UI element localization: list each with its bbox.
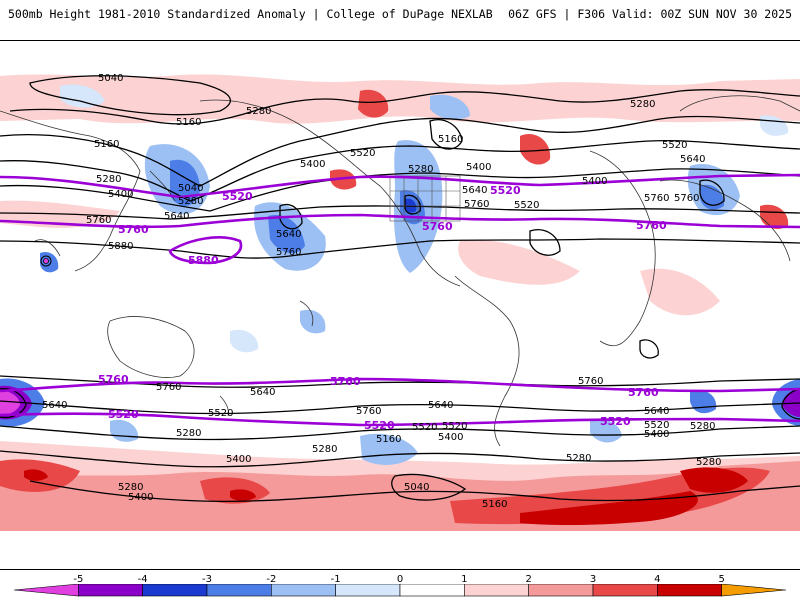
highlight-label: 5760 (98, 373, 129, 386)
colorbar-tick-label: 3 (589, 574, 597, 585)
colorbar-segment (592, 584, 658, 597)
header-bar: 500mb Height 1981-2010 Standardized Anom… (0, 0, 800, 30)
contour-label: 5760 (578, 376, 603, 387)
highlight-label: 5760 (628, 386, 659, 399)
continent-outlines (0, 95, 800, 447)
contour-label: 5160 (94, 139, 119, 150)
colorbar-segment (528, 584, 594, 597)
contour-label: 5880 (108, 241, 133, 252)
grid-overlay (389, 175, 461, 222)
highlight-label: 5520 (222, 190, 253, 203)
colorbar-segment (721, 584, 787, 597)
contour-label: 5280 (312, 444, 337, 455)
anomaly-colorbar: -5 -4 -3 -2 -1 0 1 2 3 4 5 (0, 572, 800, 600)
contour-label: 5640 (680, 154, 705, 165)
colorbar-tick-label: 2 (525, 574, 532, 585)
contour-label: 5520 (644, 420, 669, 431)
contour-label: 5520 (662, 140, 687, 151)
contour-label: 5160 (376, 434, 401, 445)
contour-label: 5760 (644, 193, 669, 204)
colorbar-tick-label: -4 (137, 574, 148, 585)
colorbar-segment (13, 584, 79, 597)
highlight-label: 5520 (600, 415, 631, 428)
colorbar-tick-label: -1 (330, 574, 341, 585)
contour-label: 5280 (178, 196, 203, 207)
highlight-label: 5760 (330, 375, 361, 388)
colorbar-segment (657, 584, 722, 597)
contour-label: 5400 (300, 159, 325, 170)
contour-label: 5280 (118, 482, 143, 493)
contour-label: 5520 (412, 422, 437, 433)
colorbar-segment (142, 584, 208, 597)
contour-label: 5400 (128, 492, 153, 503)
contour-label: 5280 (246, 106, 271, 117)
highlight-label: 5760 (422, 220, 453, 233)
colorbar-segment (271, 584, 336, 597)
contour-label: 5640 (428, 400, 453, 411)
colorbar-tick-label: -2 (266, 574, 277, 585)
contour-label: 5520 (442, 421, 467, 432)
contour-label: 5760 (464, 199, 489, 210)
contour-label: 5400 (438, 432, 463, 443)
contour-label: 5400 (108, 189, 133, 200)
highlight-label: 5760 (636, 219, 667, 232)
contour-label: 5280 (630, 99, 655, 110)
contour-label: 5280 (566, 453, 591, 464)
contour-label: 5520 (208, 408, 233, 419)
contour-label: 5400 (644, 429, 669, 440)
colorbar-segment (464, 584, 529, 597)
contour-label: 5280 (690, 421, 715, 432)
contour-label: 5400 (226, 454, 251, 465)
anomaly-map: 5040 5160 5280 5160 5400 5520 5040 5280 … (0, 73, 800, 531)
contour-label: 5640 (276, 229, 301, 240)
model-run-info: 06Z GFS | F306 Valid: 00Z SUN NOV 30 202… (508, 7, 792, 21)
contour-label: 5040 (404, 482, 429, 493)
contour-label: 5760 (156, 382, 181, 393)
colorbar-scale (13, 584, 787, 597)
highlight-label: 5760 (118, 223, 149, 236)
contour-label: 5400 (466, 162, 491, 173)
map-title: 500mb Height 1981-2010 Standardized Anom… (8, 7, 493, 21)
contour-label: 5280 (96, 174, 121, 185)
colorbar-segment (206, 584, 272, 597)
highlight-label: 5520 (364, 419, 395, 432)
contour-label: 5160 (482, 499, 507, 510)
colorbar-segment (78, 584, 143, 597)
contour-label: 5760 (276, 247, 301, 258)
contour-label: 5160 (176, 117, 201, 128)
colorbar-tick-label: 5 (718, 574, 725, 585)
contour-label: 5040 (178, 183, 203, 194)
colorbar-segment (399, 584, 465, 597)
contour-label: 5640 (42, 400, 67, 411)
colorbar-segment (335, 584, 401, 597)
colorbar-tick-label: -5 (73, 574, 84, 585)
contour-label: 5280 (408, 164, 433, 175)
contour-label: 5760 (86, 215, 111, 226)
contour-label: 5640 (250, 387, 275, 398)
contour-label: 5760 (674, 193, 699, 204)
colorbar-tick-label: -3 (202, 574, 212, 585)
contour-label: 5640 (462, 185, 487, 196)
colorbar-tick-label: 4 (654, 574, 661, 585)
cyclone-marker (40, 255, 52, 267)
highlighted-contours (0, 173, 800, 427)
colorbar-tick-label: 1 (461, 574, 468, 585)
map-panel[interactable]: 5040 5160 5280 5160 5400 5520 5040 5280 … (0, 40, 800, 570)
contour-label: 5400 (582, 176, 607, 187)
contour-label: 5640 (164, 211, 189, 222)
contour-label: 5520 (514, 200, 539, 211)
highlight-label: 5520 (108, 408, 139, 421)
highlight-label: 5880 (188, 254, 219, 267)
contour-label: 5160 (438, 134, 463, 145)
contour-label: 5280 (176, 428, 201, 439)
contour-label: 5040 (98, 73, 123, 84)
contour-label: 5640 (644, 406, 669, 417)
contour-label: 5280 (696, 457, 721, 468)
contour-label: 5760 (356, 406, 381, 417)
colorbar-tick-label: 0 (396, 574, 404, 585)
contour-label: 5520 (350, 148, 375, 159)
highlight-label: 5520 (490, 184, 521, 197)
contour-labels: 5040 5160 5280 5160 5400 5520 5040 5280 … (42, 73, 721, 510)
